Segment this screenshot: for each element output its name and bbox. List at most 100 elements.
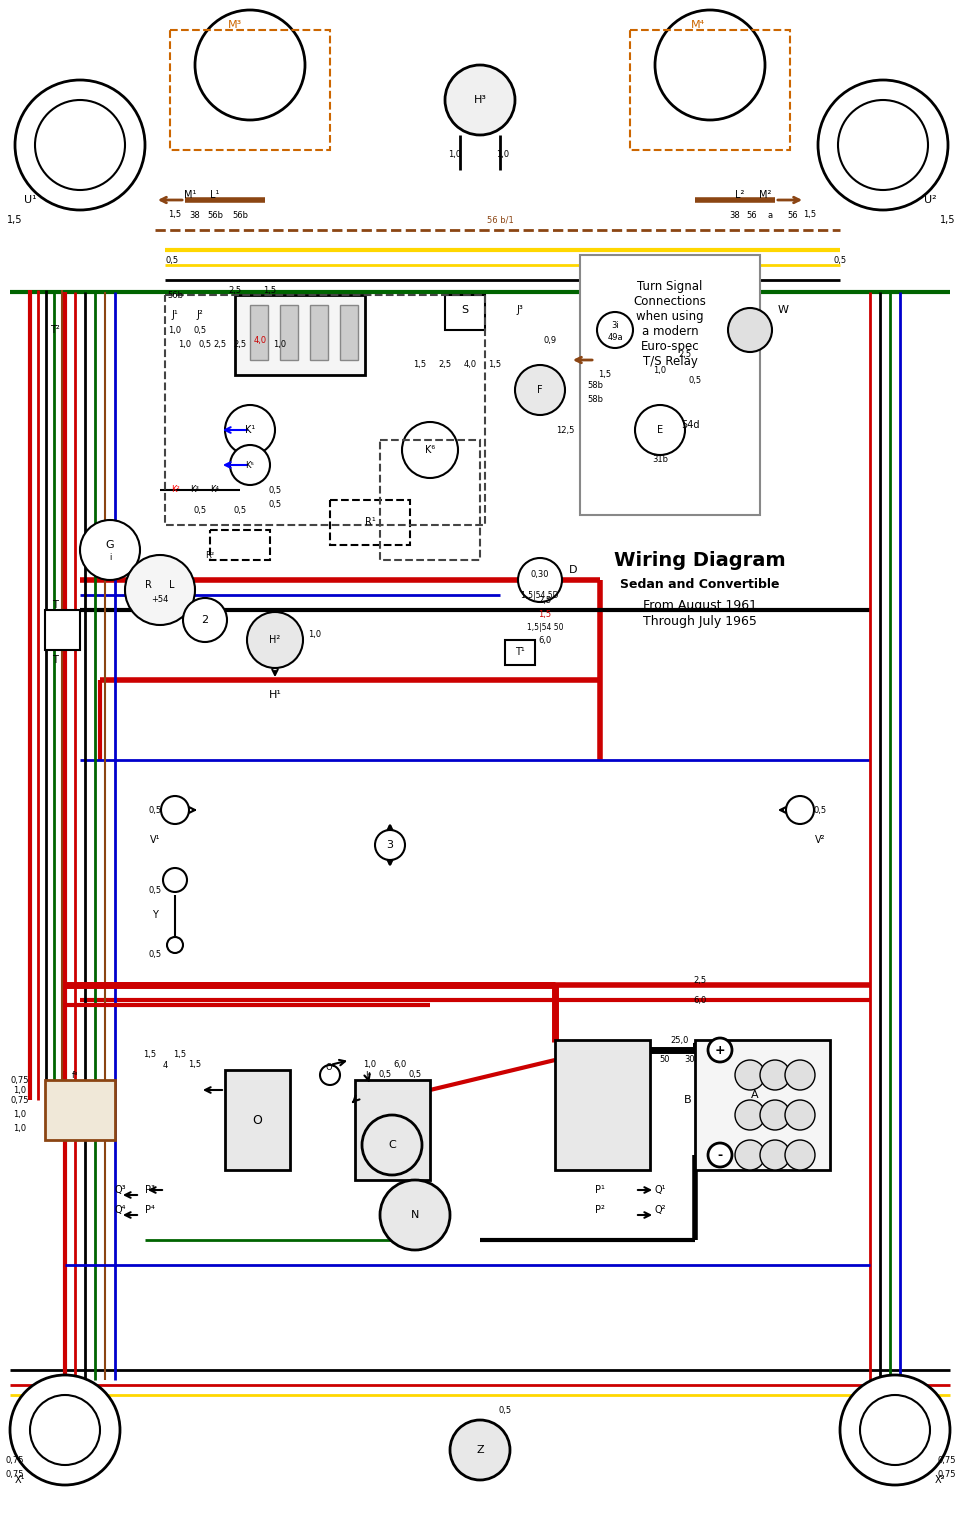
Circle shape	[362, 1115, 422, 1176]
Text: 0,30: 0,30	[531, 570, 549, 579]
Text: 6,0: 6,0	[393, 1061, 406, 1070]
Text: 56: 56	[788, 210, 798, 219]
Text: 1,0: 1,0	[13, 1124, 27, 1133]
Circle shape	[515, 365, 565, 415]
Text: 0,5: 0,5	[148, 805, 162, 814]
Circle shape	[735, 1061, 765, 1089]
Text: 0,5: 0,5	[194, 325, 206, 334]
Bar	[445, 295, 485, 330]
Bar	[505, 640, 535, 666]
Text: Q⁴: Q⁴	[115, 1204, 126, 1215]
Text: 1,5: 1,5	[143, 1050, 157, 1059]
Text: V²: V²	[815, 835, 825, 844]
Text: 1,5: 1,5	[598, 371, 612, 380]
Text: 1,5|54 50: 1,5|54 50	[527, 623, 563, 632]
Text: 0,9: 0,9	[543, 336, 557, 345]
Text: Wiring Diagram: Wiring Diagram	[614, 551, 786, 569]
Bar	[695, 1039, 830, 1170]
Text: O: O	[252, 1114, 262, 1127]
Text: Q³: Q³	[115, 1185, 126, 1195]
Text: Y: Y	[152, 909, 158, 920]
Text: +54: +54	[151, 596, 169, 605]
Text: K⁴: K⁴	[211, 486, 220, 495]
Text: D: D	[569, 564, 577, 575]
Text: 1,5: 1,5	[189, 1061, 201, 1070]
Text: 6,0: 6,0	[538, 635, 552, 645]
Text: 0,5: 0,5	[378, 1071, 392, 1079]
Circle shape	[35, 100, 125, 191]
Circle shape	[320, 1065, 340, 1085]
Text: 1,5: 1,5	[264, 286, 276, 295]
Text: 1,5: 1,5	[169, 210, 182, 219]
Text: 1,0: 1,0	[13, 1111, 27, 1120]
Text: 1,0: 1,0	[273, 340, 287, 350]
Text: 56b: 56b	[232, 210, 248, 219]
Text: 0,5: 0,5	[148, 950, 162, 959]
Text: 1,5: 1,5	[8, 215, 23, 225]
Text: B: B	[684, 1095, 691, 1104]
Text: H³: H³	[474, 95, 486, 104]
Text: 1,0: 1,0	[13, 1085, 27, 1094]
Circle shape	[167, 937, 183, 953]
Text: 2,5: 2,5	[233, 340, 247, 350]
Bar	[250, 306, 268, 360]
Text: K²: K²	[170, 486, 179, 495]
Text: 56b: 56b	[207, 210, 223, 219]
Text: 49a: 49a	[608, 333, 623, 342]
Text: R¹: R¹	[365, 517, 376, 527]
Bar	[165, 295, 485, 525]
Text: 0,5: 0,5	[198, 340, 212, 350]
Text: 6,0: 6,0	[693, 996, 707, 1005]
Circle shape	[80, 520, 140, 579]
Text: 1,5|54 5D: 1,5|54 5D	[521, 590, 559, 599]
Text: K⁶: K⁶	[425, 445, 435, 455]
Text: 0,75: 0,75	[938, 1471, 956, 1480]
Circle shape	[10, 1375, 120, 1484]
Bar	[210, 530, 270, 560]
Text: 3i: 3i	[612, 321, 619, 330]
Text: 1,0: 1,0	[178, 340, 192, 350]
Circle shape	[183, 598, 227, 642]
Bar	[45, 1080, 115, 1139]
Bar	[235, 295, 365, 375]
Text: 0,5: 0,5	[689, 375, 702, 384]
Text: 0,5: 0,5	[269, 486, 281, 495]
Text: 0,5: 0,5	[148, 885, 162, 894]
Text: T¹: T¹	[515, 648, 525, 657]
Circle shape	[518, 558, 562, 602]
Circle shape	[597, 312, 633, 348]
Text: 1,5: 1,5	[173, 1050, 187, 1059]
Circle shape	[735, 1100, 765, 1130]
Text: P³: P³	[145, 1185, 155, 1195]
Text: M²: M²	[759, 191, 771, 200]
Bar	[330, 499, 410, 545]
Text: Q²: Q²	[654, 1204, 665, 1215]
Text: 0,5: 0,5	[408, 1071, 422, 1079]
Text: 0,5: 0,5	[833, 256, 846, 265]
Text: 2,5: 2,5	[679, 351, 691, 360]
Text: f³: f³	[72, 1071, 78, 1079]
Bar	[380, 440, 480, 560]
Text: M⁴: M⁴	[690, 20, 705, 30]
Bar	[45, 610, 80, 651]
Text: Turn Signal
Connections
when using
a modern
Euro-spec
T/S Relay: Turn Signal Connections when using a mod…	[634, 280, 707, 368]
Text: E: E	[657, 425, 664, 436]
Bar	[280, 306, 298, 360]
Text: 0,75: 0,75	[11, 1095, 29, 1104]
Text: i: i	[109, 554, 111, 563]
Text: J⁴: J⁴	[365, 1071, 371, 1079]
Text: 2,5: 2,5	[438, 360, 452, 369]
Text: S: S	[461, 306, 469, 315]
Circle shape	[450, 1421, 510, 1480]
Text: 0,5: 0,5	[233, 505, 247, 514]
Text: L¹: L¹	[210, 191, 220, 200]
Text: X¹: X¹	[14, 1475, 25, 1484]
Bar	[630, 30, 790, 150]
Text: 4,0: 4,0	[253, 336, 267, 345]
Text: 30: 30	[685, 1056, 695, 1065]
Text: R²: R²	[205, 551, 215, 560]
Text: U²: U²	[924, 195, 936, 204]
Text: G: G	[106, 540, 115, 551]
Circle shape	[15, 80, 145, 210]
Text: R: R	[144, 579, 151, 590]
